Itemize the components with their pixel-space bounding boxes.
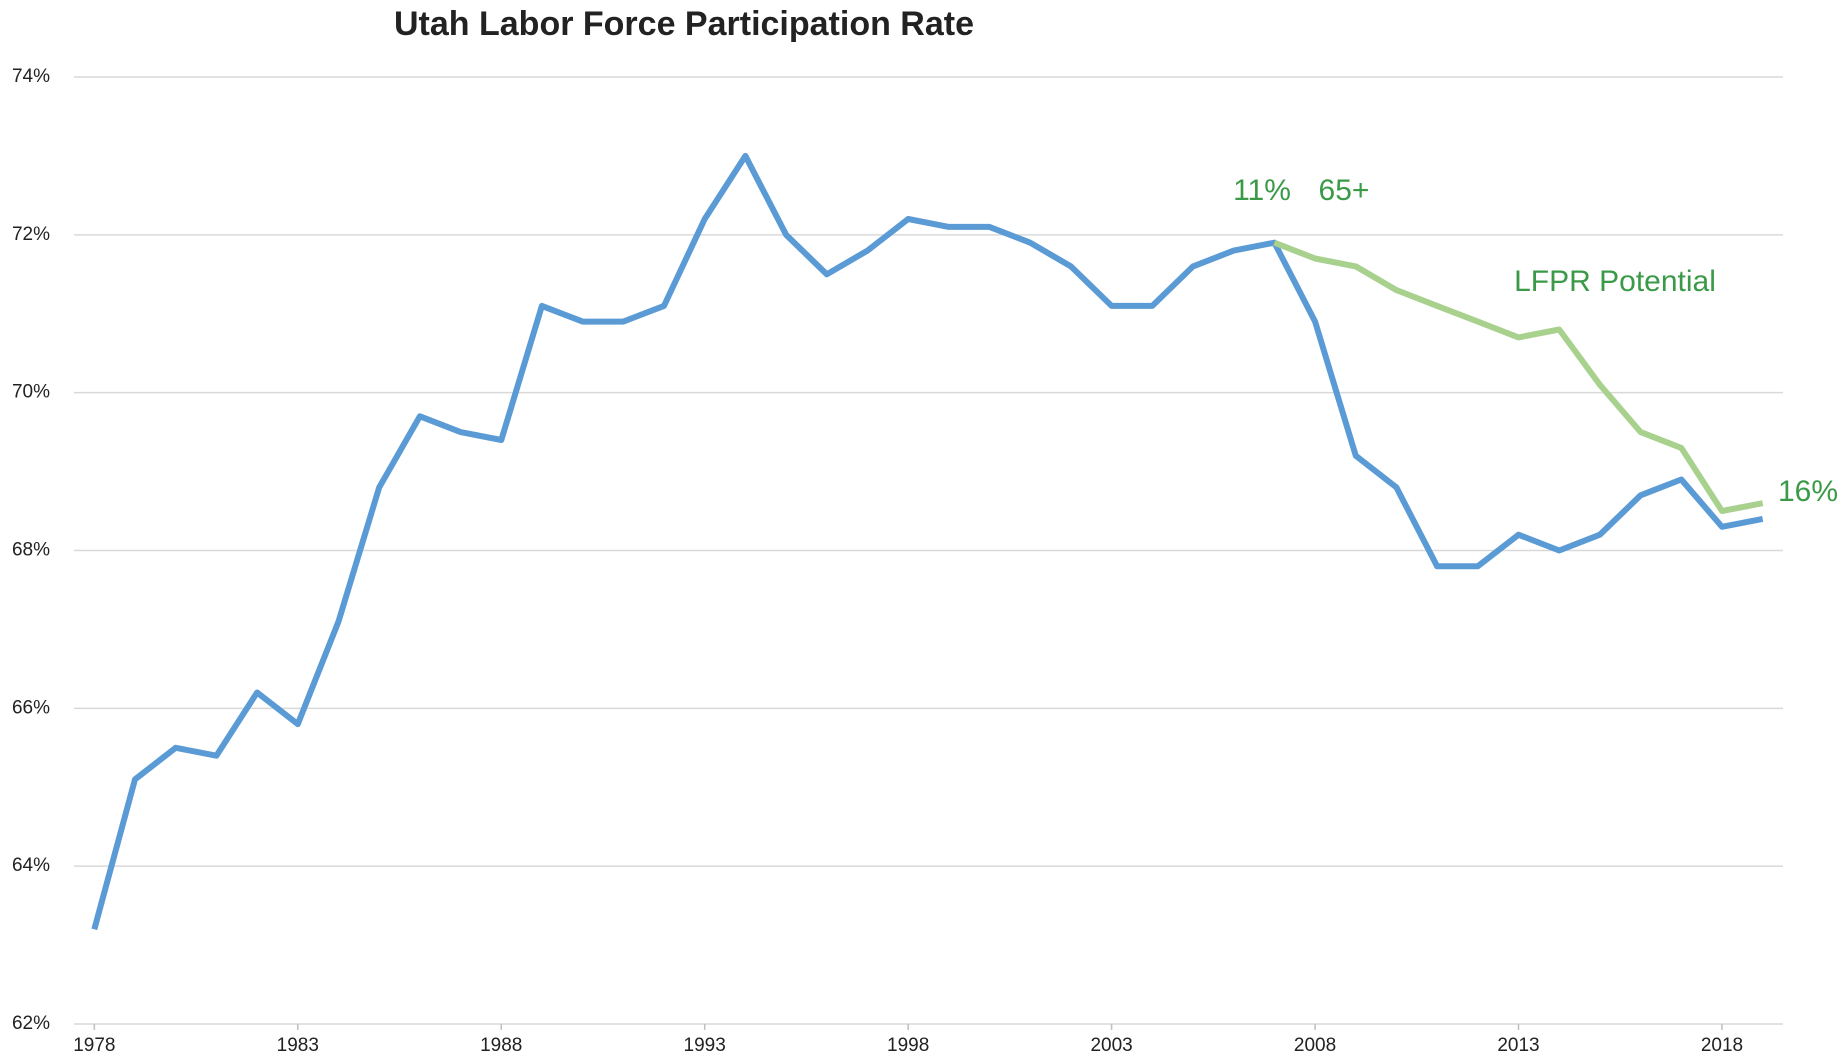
- y-tick-label: 70%: [12, 382, 50, 403]
- y-tick-label: 74%: [12, 66, 50, 87]
- x-tick-label: 2013: [1497, 1035, 1539, 1056]
- annotation: 11%: [1233, 174, 1291, 207]
- x-tick-label: 2003: [1090, 1035, 1132, 1056]
- y-tick-label: 68%: [12, 540, 50, 561]
- annotation: 16%: [1778, 475, 1838, 508]
- x-tick-label: 1983: [277, 1035, 319, 1056]
- y-tick-label: 72%: [12, 224, 50, 245]
- x-tick-label: 1998: [887, 1035, 929, 1056]
- y-tick-label: 64%: [12, 855, 50, 876]
- line-series: [91, 152, 1764, 931]
- chart-title: Utah Labor Force Participation Rate: [394, 5, 974, 43]
- y-tick-label: 62%: [12, 1013, 50, 1034]
- x-tick-label: 1978: [73, 1035, 115, 1056]
- y-tick-label: 66%: [12, 697, 50, 718]
- annotation: 65+: [1319, 174, 1370, 207]
- x-tick-label: 2008: [1294, 1035, 1336, 1056]
- x-tick-label: 1988: [480, 1035, 522, 1056]
- x-tick-label: 2018: [1701, 1035, 1743, 1056]
- line-series: [1273, 239, 1764, 514]
- annotation: LFPR Potential: [1514, 265, 1716, 298]
- x-tick-label: 1993: [684, 1035, 726, 1056]
